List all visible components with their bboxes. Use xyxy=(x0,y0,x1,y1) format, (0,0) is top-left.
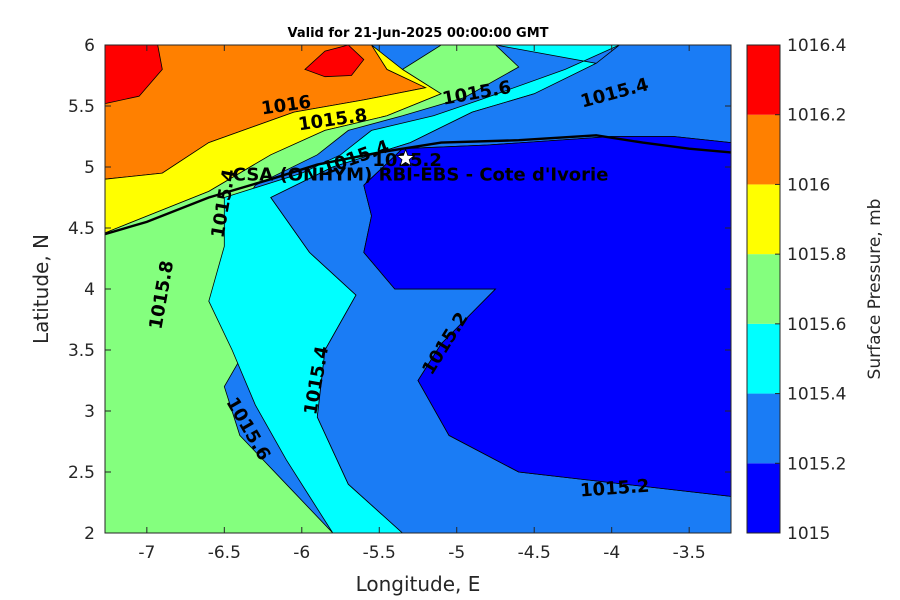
plot-area: 10161015.81015.61015.41015.41015.21015.4… xyxy=(105,45,731,533)
contour-band-2 xyxy=(105,45,520,533)
colorbar-tick-label: 1015 xyxy=(787,524,830,544)
colorbar-swatch-3 xyxy=(747,254,780,324)
colorbar-swatch-0 xyxy=(747,463,780,533)
colorbar-tick-label: 1015.4 xyxy=(787,385,846,405)
contour-band-6 xyxy=(105,45,163,105)
x-tick-label: -3.5 xyxy=(673,543,706,563)
colorbar-tick-label: 1015.8 xyxy=(787,245,846,265)
chart-title: Valid for 21-Jun-2025 00:00:00 GMT xyxy=(288,26,549,41)
x-tick-label: -6.5 xyxy=(208,543,241,563)
y-tick-label: 5 xyxy=(84,158,95,178)
y-tick-label: 4 xyxy=(84,280,95,300)
x-tick-label: -4.5 xyxy=(518,543,551,563)
site-marker-group: CSA (ONHYM) RBI-EBS - Cote d'Ivorie xyxy=(233,148,609,185)
x-tick-label: -5 xyxy=(448,543,465,563)
colorbar-tick-label: 1016.4 xyxy=(787,36,846,56)
colorbar-tick-label: 1016 xyxy=(787,175,830,195)
y-tick-label: 3.5 xyxy=(68,341,95,361)
colorbar-label: Surface Pressure, mb xyxy=(865,199,885,380)
x-tick-label: -4 xyxy=(603,543,620,563)
contour-label-11: 1015.2 xyxy=(579,476,650,502)
x-axis-label: Longitude, E xyxy=(356,572,481,596)
x-tick-label: -5.5 xyxy=(363,543,396,563)
colorbar-swatch-2 xyxy=(747,323,780,394)
y-axis-label: Latitude, N xyxy=(29,234,53,344)
colorbar-swatch-5 xyxy=(747,114,780,185)
y-tick-label: 2.5 xyxy=(68,463,95,483)
x-tick-label: -6 xyxy=(293,543,310,563)
colorbar: 1015 1015.2 1015.4 1015.6 1015.8 1016 1016.2 10… xyxy=(746,36,846,544)
contour-bands xyxy=(105,45,731,533)
colorbar-swatch-1 xyxy=(747,393,780,464)
site-star-icon xyxy=(395,148,416,167)
colorbar-tick-label: 1015.2 xyxy=(787,454,846,474)
coastline xyxy=(105,134,731,236)
site-label: CSA (ONHYM) RBI-EBS - Cote d'Ivorie xyxy=(233,164,609,185)
x-axis-ticks: -7 -6.5 -6 -5.5 -5 -4.5 -4 -3.5 xyxy=(138,45,706,563)
y-tick-label: 3 xyxy=(84,402,95,422)
y-tick-label: 5.5 xyxy=(68,97,95,117)
colorbar-tick-label: 1016.2 xyxy=(787,106,846,126)
x-tick-label: -7 xyxy=(138,543,155,563)
coastline-line xyxy=(105,134,731,236)
contour-band-5 xyxy=(363,136,731,497)
colorbar-swatch-4 xyxy=(747,184,780,255)
contour-band-7 xyxy=(304,45,365,78)
colorbar-tick-label: 1015.6 xyxy=(787,315,846,335)
colorbar-frame xyxy=(746,44,781,534)
colorbar-swatch-6 xyxy=(747,45,780,115)
y-tick-label: 4.5 xyxy=(68,219,95,239)
y-tick-label: 6 xyxy=(84,36,95,56)
y-axis-ticks: 2 2.5 3 3.5 4 4.5 5 5.5 6 xyxy=(68,36,731,544)
y-tick-label: 2 xyxy=(84,524,95,544)
